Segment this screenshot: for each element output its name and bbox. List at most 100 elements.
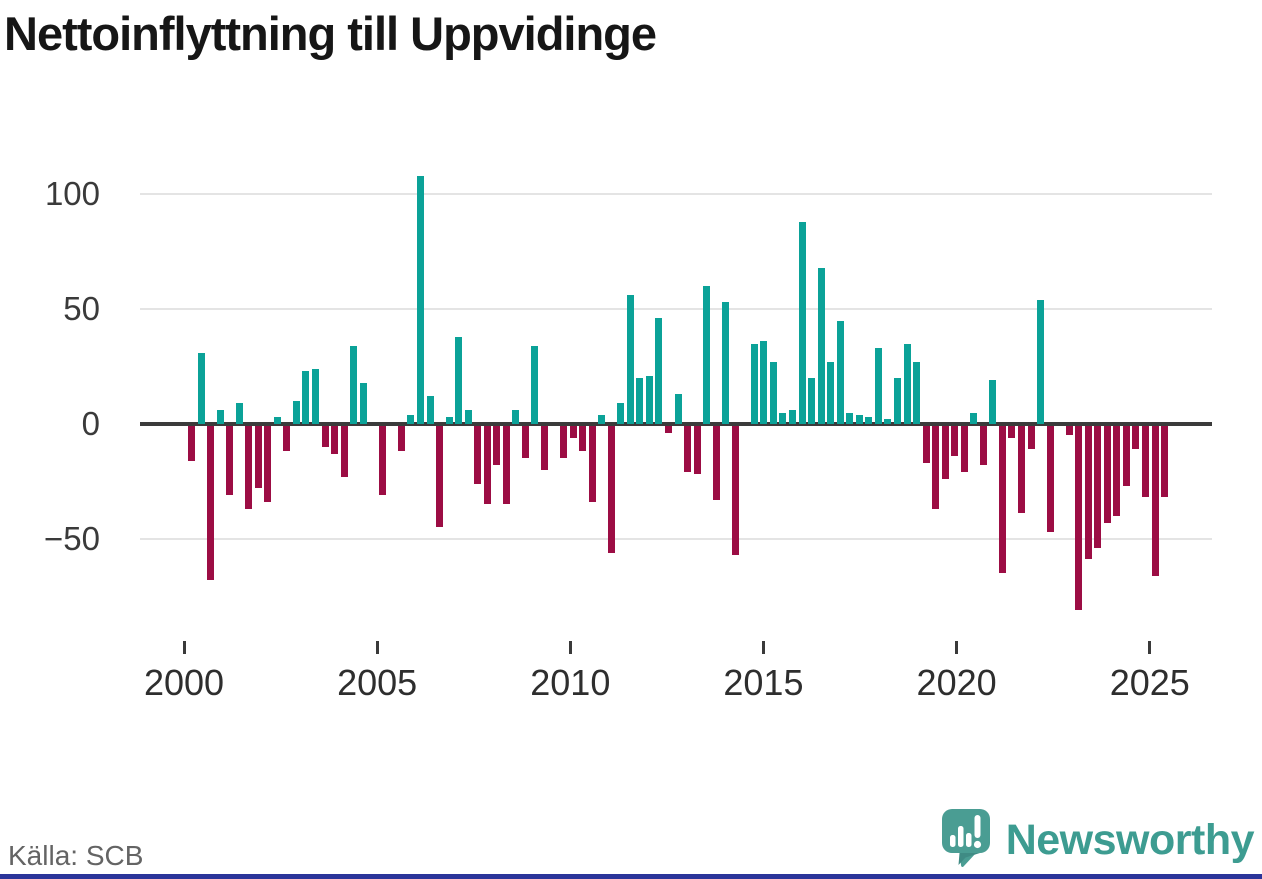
- bar: [817, 267, 825, 424]
- bar: [655, 318, 663, 424]
- bar: [521, 426, 529, 459]
- bar: [903, 343, 911, 424]
- y-axis-label: 50: [63, 290, 100, 327]
- bar: [483, 426, 491, 505]
- bar: [1075, 426, 1083, 610]
- bar: [712, 426, 720, 500]
- bar: [951, 426, 959, 456]
- bar: [617, 403, 625, 424]
- bar: [674, 394, 682, 424]
- x-axis-tick: [955, 641, 959, 654]
- bar: [312, 368, 320, 424]
- bar: [779, 412, 787, 424]
- bar: [350, 345, 358, 424]
- bar: [1065, 426, 1073, 436]
- bar: [722, 302, 730, 424]
- bar: [493, 426, 501, 466]
- y-axis-label: −50: [44, 520, 100, 557]
- bar: [1084, 426, 1092, 560]
- x-axis-label: 2015: [723, 662, 804, 703]
- bar: [636, 378, 644, 424]
- x-axis-tick: [761, 641, 765, 654]
- bar: [502, 426, 510, 505]
- bar: [922, 426, 930, 463]
- x-axis-tick: [182, 641, 186, 654]
- x-axis-tick: [1148, 641, 1152, 654]
- bar: [598, 414, 606, 424]
- bottom-accent-bar: [0, 874, 1262, 879]
- bar: [321, 426, 329, 447]
- bar: [426, 396, 434, 424]
- bar: [874, 348, 882, 424]
- gridline: [140, 193, 1212, 195]
- bar: [1103, 426, 1111, 523]
- bar: [359, 382, 367, 424]
- newsworthy-logo: Newsworthy: [940, 808, 1255, 873]
- x-axis-label: 2010: [530, 662, 611, 703]
- bar: [960, 426, 968, 472]
- zero-axis-line: [140, 422, 1212, 426]
- bar: [769, 361, 777, 424]
- bar: [932, 426, 940, 509]
- bar: [645, 375, 653, 424]
- bar: [884, 419, 892, 424]
- bar: [607, 426, 615, 553]
- bar: [1142, 426, 1149, 498]
- bar-chart: 100 50 0 −50 2000 2005 2010 2015 2020 2025: [44, 175, 1212, 703]
- bar: [989, 380, 997, 424]
- bar: [998, 426, 1006, 574]
- x-axis-label: 2005: [337, 662, 418, 703]
- bar: [750, 343, 758, 424]
- bar: [264, 426, 272, 502]
- bar: [731, 426, 739, 555]
- bar: [245, 426, 253, 509]
- bar: [283, 426, 291, 452]
- bar: [540, 426, 548, 470]
- bar: [302, 371, 310, 424]
- bar: [188, 426, 195, 461]
- bar: [416, 175, 424, 424]
- bar: [436, 426, 444, 528]
- bar: [789, 410, 797, 424]
- bar: [340, 426, 348, 477]
- bar: [378, 426, 386, 495]
- bar: [1027, 426, 1035, 449]
- bar: [1132, 426, 1140, 449]
- gridline: [140, 538, 1212, 540]
- bar: [474, 426, 482, 484]
- bar: [760, 341, 768, 424]
- x-axis-label: 2020: [916, 662, 997, 703]
- bar: [226, 426, 234, 495]
- newsworthy-bubble-chart-icon: [940, 808, 992, 873]
- bar: [569, 426, 577, 438]
- bar: [579, 426, 587, 452]
- x-axis-tick: [375, 641, 379, 654]
- bar: [855, 414, 863, 424]
- bar: [197, 352, 205, 424]
- bar: [531, 345, 539, 424]
- bar: [1151, 426, 1159, 576]
- bar: [893, 378, 901, 424]
- x-axis-label: 2025: [1109, 662, 1190, 703]
- bar: [941, 426, 949, 479]
- bar: [684, 426, 692, 472]
- x-axis-tick: [568, 641, 572, 654]
- bar: [407, 414, 415, 424]
- y-axis-label: 0: [81, 405, 100, 442]
- bar: [512, 410, 520, 424]
- bar: [455, 336, 463, 424]
- bar: [1017, 426, 1025, 514]
- bar: [331, 426, 339, 454]
- bar: [693, 426, 701, 475]
- bar: [397, 426, 405, 452]
- bar: [626, 295, 634, 424]
- bar: [979, 426, 987, 466]
- bar: [254, 426, 262, 489]
- bar: [216, 410, 224, 424]
- bar: [464, 410, 472, 424]
- bar: [665, 426, 672, 433]
- bar: [1113, 426, 1121, 516]
- bar: [1046, 426, 1054, 532]
- bar: [1122, 426, 1130, 486]
